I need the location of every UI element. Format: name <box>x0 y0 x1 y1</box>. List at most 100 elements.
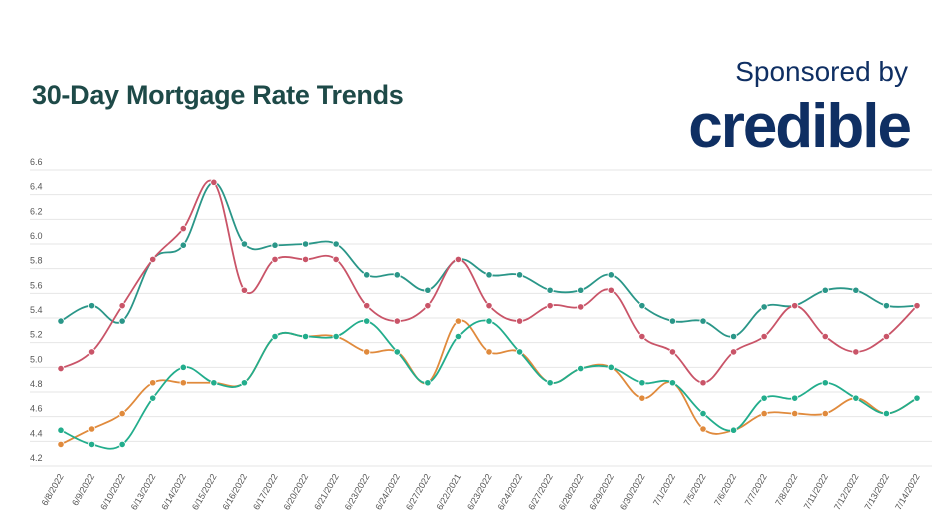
x-tick-label: 7/8/2022 <box>773 472 799 507</box>
y-tick-label: 5.2 <box>30 330 43 340</box>
data-point <box>760 394 768 402</box>
data-point <box>454 255 463 264</box>
x-tick-label: 6/24/2022 <box>496 472 525 512</box>
data-point <box>791 302 799 310</box>
data-point <box>332 332 340 341</box>
x-tick-label: 7/6/2022 <box>712 472 738 507</box>
data-point <box>240 240 249 248</box>
data-point <box>515 317 524 325</box>
data-point <box>454 332 463 341</box>
data-point <box>424 286 432 294</box>
data-point <box>791 394 799 402</box>
x-tick-label: 6/14/2022 <box>159 472 188 512</box>
data-point <box>87 302 96 310</box>
data-point <box>515 271 524 279</box>
x-tick-label: 7/7/2022 <box>743 472 769 507</box>
x-tick-label: 6/27/2022 <box>526 472 555 512</box>
data-point <box>301 240 310 248</box>
x-tick-label: 6/20/2022 <box>282 472 311 512</box>
y-tick-label: 4.8 <box>30 379 43 389</box>
data-point <box>87 425 96 433</box>
data-point <box>515 348 524 356</box>
data-point <box>332 240 340 248</box>
sponsor-label: Sponsored by <box>735 56 908 87</box>
y-tick-label: 5.4 <box>30 305 43 315</box>
data-point <box>393 317 401 325</box>
data-point <box>118 409 126 418</box>
x-tick-label: 6/9/2022 <box>70 472 96 507</box>
x-tick-label: 6/15/2022 <box>190 472 219 512</box>
data-point <box>699 317 707 325</box>
data-point <box>179 363 187 371</box>
y-tick-label: 5.0 <box>30 354 43 364</box>
data-point <box>760 303 768 311</box>
data-point <box>760 332 768 341</box>
chart-title: 30-Day Mortgage Rate Trends <box>32 80 404 110</box>
x-tick-label: 6/29/2022 <box>587 472 616 512</box>
data-point <box>210 379 218 387</box>
data-point <box>546 286 554 294</box>
data-point <box>607 363 615 371</box>
y-tick-label: 6.6 <box>30 157 43 167</box>
data-point <box>149 394 157 402</box>
x-tick-label: 6/28/2022 <box>557 472 586 512</box>
data-point <box>485 302 493 310</box>
data-point <box>179 224 187 233</box>
data-point <box>699 379 707 387</box>
data-point <box>699 409 707 418</box>
data-point <box>607 271 615 279</box>
data-point <box>821 332 829 341</box>
data-point <box>57 440 65 449</box>
data-point <box>424 302 432 310</box>
data-point <box>332 255 340 264</box>
x-tick-label: 6/17/2022 <box>251 472 280 512</box>
data-point <box>363 348 371 356</box>
data-point <box>577 286 585 294</box>
data-point <box>913 394 921 402</box>
data-point <box>882 409 891 418</box>
data-point <box>852 286 860 294</box>
x-tick-label: 6/27/2022 <box>404 472 433 512</box>
series-3 <box>57 317 921 449</box>
data-point <box>760 409 768 418</box>
data-point <box>179 379 187 387</box>
y-tick-label: 5.8 <box>30 256 43 266</box>
data-point <box>271 241 279 249</box>
series-line <box>60 319 918 446</box>
data-point <box>149 379 157 387</box>
data-point <box>913 302 921 310</box>
data-point <box>454 317 463 325</box>
x-tick-label: 6/23/2022 <box>343 472 372 512</box>
x-tick-label: 7/1/2022 <box>651 472 677 507</box>
data-point <box>363 317 371 325</box>
y-tick-label: 4.2 <box>30 453 43 463</box>
data-point <box>546 302 554 310</box>
data-point <box>821 286 829 294</box>
x-tick-label: 7/11/2022 <box>802 472 830 511</box>
x-tick-label: 6/16/2022 <box>220 472 249 512</box>
y-tick-label: 6.4 <box>30 182 43 192</box>
data-point <box>821 409 829 418</box>
data-point <box>668 348 677 356</box>
data-point <box>149 255 157 264</box>
y-tick-label: 6.0 <box>30 231 43 241</box>
data-point <box>118 440 126 449</box>
data-point <box>179 241 187 249</box>
data-point <box>485 348 493 356</box>
data-point <box>240 286 249 294</box>
data-point <box>118 302 126 310</box>
series-line <box>60 181 918 338</box>
data-point <box>729 332 738 341</box>
data-point <box>271 332 279 341</box>
data-point <box>546 379 554 387</box>
data-point <box>668 317 677 325</box>
data-point <box>240 379 249 387</box>
data-point <box>57 426 65 434</box>
data-point <box>882 332 891 341</box>
data-point <box>57 364 65 373</box>
x-tick-label: 7/13/2022 <box>862 472 891 512</box>
x-tick-label: 6/22/2021 <box>434 472 463 512</box>
data-point <box>485 271 493 279</box>
data-point <box>668 379 677 387</box>
data-point <box>882 302 891 310</box>
